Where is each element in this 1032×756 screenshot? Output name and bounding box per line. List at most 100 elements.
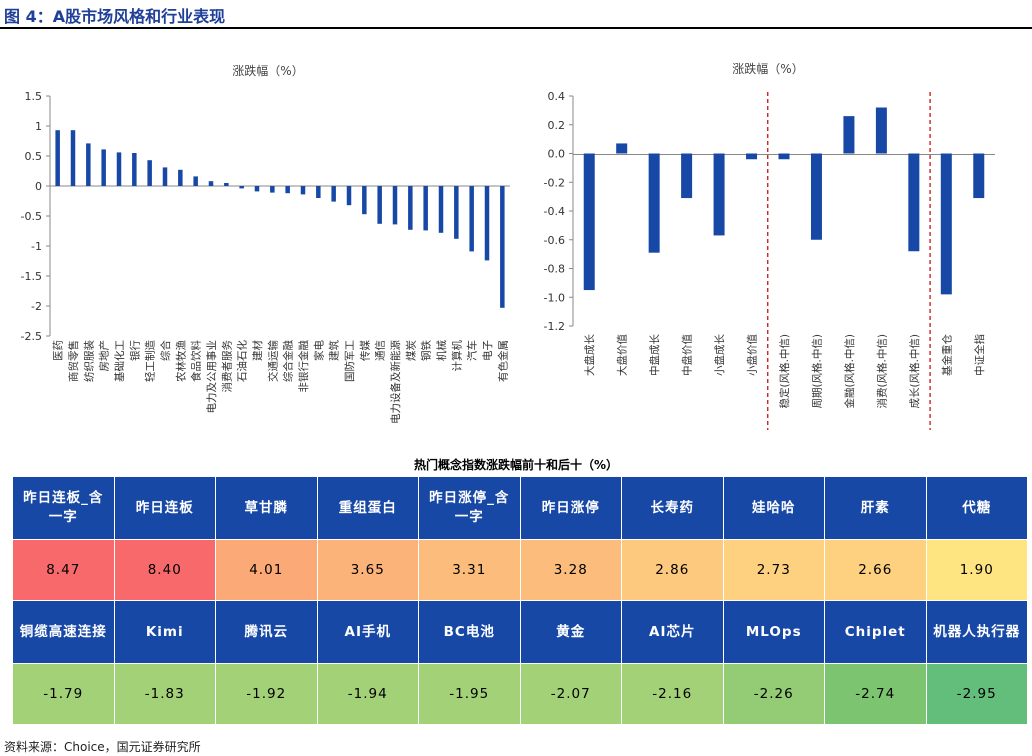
y-tick-label: 0.4	[548, 90, 566, 103]
y-tick-label: -0.8	[544, 263, 565, 276]
concept-name-cell: 铜缆高速连接	[12, 600, 115, 664]
category-label: 中证全指	[973, 334, 986, 376]
category-label: 稳定(风格.中信)	[778, 334, 791, 409]
bar	[86, 143, 91, 186]
y-tick-label: -1.0	[544, 291, 565, 304]
bar	[270, 186, 275, 193]
bar	[438, 186, 444, 233]
category-label: 基金重仓	[940, 334, 953, 376]
concept-value-row: -1.79 -1.83 -1.92 -1.94 -1.95 -2.07 -2.16 -2.26…	[12, 663, 1028, 725]
table-title: 热门概念指数涨跌幅前十和后十（%）	[413, 458, 619, 472]
bar	[162, 167, 168, 186]
concept-value-cell: 2.73	[722, 539, 825, 601]
category-label: 通信	[375, 340, 387, 361]
bar	[239, 186, 244, 189]
concept-name-cell: MLOps	[722, 600, 825, 664]
concept-name-cell: AI芯片	[621, 600, 724, 664]
concept-value-cell: 8.47	[12, 539, 115, 601]
concept-value-row: 8.47 8.40 4.01 3.65 3.31 3.28 2.86 2.73 2.66 1.90	[12, 539, 1028, 601]
concept-value-cell: -2.07	[519, 663, 622, 725]
y-tick-label: 0.5	[25, 150, 43, 163]
concept-name-cell: BC电池	[418, 600, 521, 664]
bar	[843, 116, 855, 154]
concept-value-cell: 8.40	[113, 539, 216, 601]
concept-value-cell: -1.95	[418, 663, 521, 725]
concept-name-cell: Kimi	[113, 600, 216, 664]
source-note: 资料来源：Choice，国元证券研究所	[4, 740, 201, 754]
category-label: 煤炭	[404, 340, 417, 361]
category-label: 传媒	[358, 340, 371, 361]
bar	[484, 186, 490, 261]
bar	[616, 143, 628, 154]
category-label: 家电	[312, 340, 325, 361]
chart1-title: 涨跌幅（%）	[232, 63, 303, 78]
bar	[224, 183, 229, 186]
bar	[70, 130, 76, 186]
bar	[346, 186, 352, 206]
category-label: 房地产	[98, 340, 111, 372]
category-label: 商贸零售	[67, 340, 80, 382]
bar	[362, 186, 367, 215]
category-label: 农林牧渔	[174, 340, 187, 382]
bar	[392, 186, 398, 225]
category-label: 银行	[128, 340, 141, 361]
category-label: 基础化工	[113, 340, 126, 382]
y-tick-label: -0.5	[21, 210, 42, 223]
bar	[875, 107, 887, 154]
category-label: 金融(风格.中信)	[843, 334, 856, 409]
category-label: 电子	[481, 340, 494, 361]
bar	[147, 160, 152, 186]
concept-name-row: 铜缆高速连接 Kimi 腾讯云 AI手机 BC电池 黄金 AI芯片 MLOps Chiplet 机…	[12, 600, 1028, 664]
category-label: 周期(风格.中信)	[810, 334, 823, 409]
concept-name-cell: Chiplet	[824, 600, 927, 664]
figure-title: 图 4：A股市场风格和行业表现	[4, 7, 226, 26]
concept-name-cell: 娃哈哈	[722, 476, 825, 540]
bar	[746, 153, 758, 160]
y-tick-label: 1	[35, 120, 42, 133]
category-label: 有色金属	[496, 340, 509, 382]
category-label: 小盘成长	[713, 334, 726, 376]
y-tick-label: -2.5	[21, 330, 42, 343]
concept-name-cell: 黄金	[519, 600, 622, 664]
concept-value-cell: 3.28	[519, 539, 622, 601]
concept-name-cell: 昨日连板	[113, 476, 216, 540]
y-tick-label: -2	[31, 300, 42, 313]
y-tick-label: -1.5	[21, 270, 42, 283]
concept-value-cell: -1.79	[12, 663, 115, 725]
concept-name-cell: 重组蛋白	[316, 476, 419, 540]
category-label: 食品饮料	[190, 340, 203, 382]
y-tick-label: -0.2	[544, 176, 565, 189]
y-tick-label: -1.2	[544, 320, 565, 333]
concept-value-cell: -2.16	[621, 663, 724, 725]
category-label: 中盘成长	[648, 334, 661, 376]
concept-name-cell: 肝素	[824, 476, 927, 540]
bar	[285, 186, 290, 194]
concept-value-cell: 3.31	[418, 539, 521, 601]
bar	[681, 153, 693, 199]
category-label: 建材	[251, 340, 264, 361]
concept-index-table: 昨日连板_含一字 昨日连板 草甘膦 重组蛋白 昨日涨停_含一字 昨日涨停 长寿药 娃哈哈 肝素代…	[12, 476, 1028, 725]
bar	[193, 176, 198, 186]
concept-name-cell: 昨日涨停	[519, 476, 622, 540]
category-label: 综合金融	[282, 340, 295, 382]
concept-name-cell: 机器人执行器	[925, 600, 1028, 664]
y-tick-label: -1	[31, 240, 42, 253]
concept-value-cell: -2.95	[925, 663, 1028, 725]
category-label: 电力设备及新能源	[389, 340, 402, 424]
concept-value-cell: -2.26	[722, 663, 825, 725]
category-label: 大盘成长	[583, 334, 596, 376]
category-label: 小盘价值	[746, 334, 759, 376]
bar	[254, 186, 260, 192]
y-tick-label: -0.4	[544, 205, 565, 218]
concept-value-cell: 3.65	[316, 539, 419, 601]
y-tick-label: 1.5	[25, 90, 43, 103]
concept-name-cell: 腾讯云	[215, 600, 318, 664]
bar	[55, 130, 60, 186]
category-label: 医药	[53, 340, 65, 361]
y-tick-label: 0.0	[548, 148, 566, 161]
concept-value-cell: 2.86	[621, 539, 724, 601]
style-bar-chart: 涨跌幅（%） 0.4 0.2 0.0 -0.2 -0.4 -0.6 -0.8 -1.0 -1.2…	[544, 61, 995, 430]
bar	[583, 153, 595, 291]
category-label: 汽车	[466, 340, 479, 361]
concept-name-cell: 昨日连板_含一字	[12, 476, 115, 540]
